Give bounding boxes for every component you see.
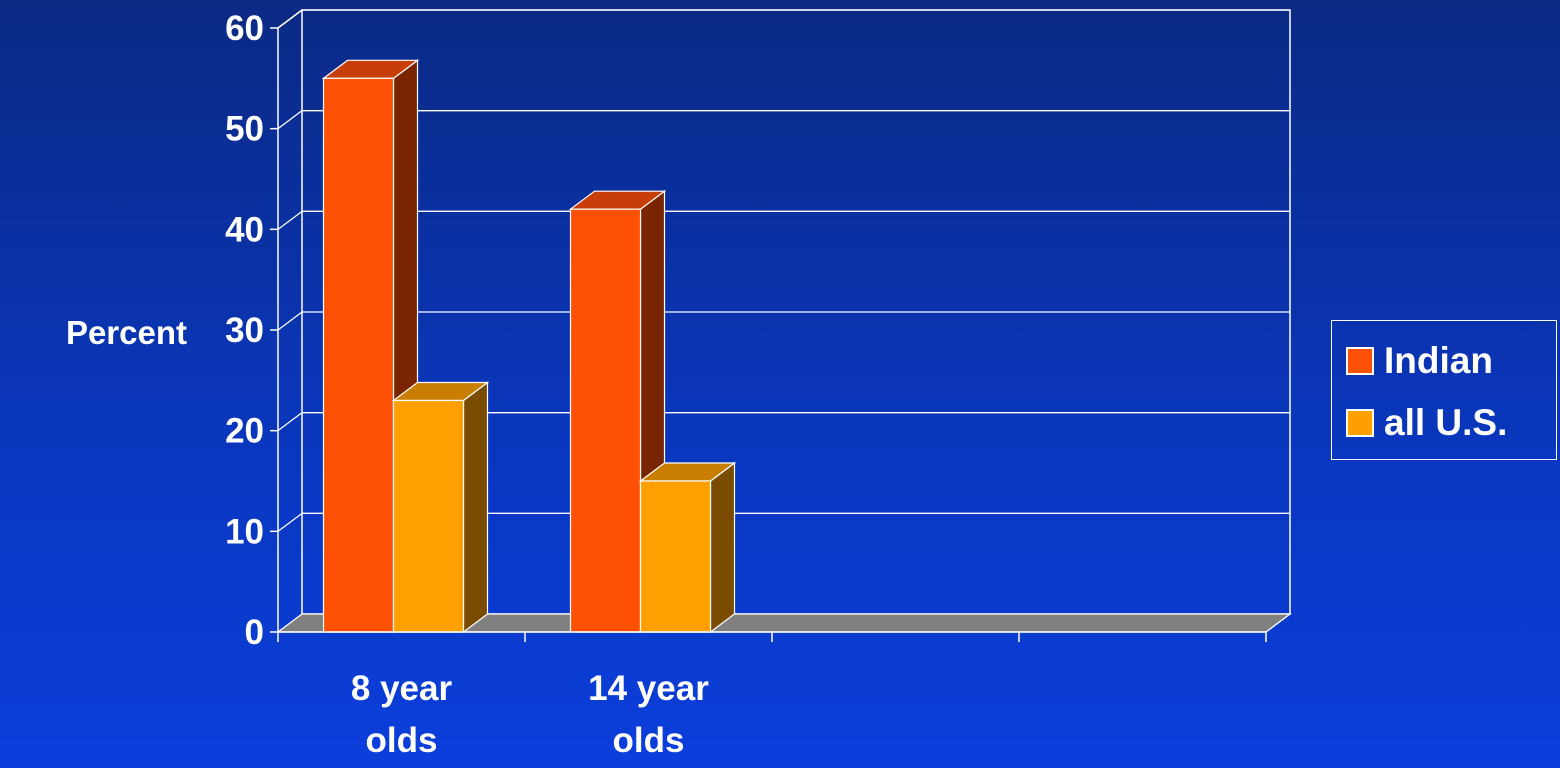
x-tick-label: olds bbox=[366, 721, 438, 760]
y-axis-label: Percent bbox=[66, 314, 187, 351]
legend-swatch-indian bbox=[1346, 347, 1374, 375]
bars bbox=[321, 59, 737, 634]
bar-side-face bbox=[709, 461, 736, 634]
x-tick-label: 14 year bbox=[588, 669, 709, 708]
y-tick-label: 10 bbox=[225, 512, 264, 551]
y-tick-label: 30 bbox=[225, 311, 264, 350]
y-tick-label: 0 bbox=[245, 613, 264, 652]
x-tick-label: 8 year bbox=[351, 669, 453, 708]
y-tick-label: 60 bbox=[225, 9, 264, 48]
y-tick-labels: 0 10 20 30 40 50 60 bbox=[225, 9, 264, 652]
bar-all-u-s--0 bbox=[391, 381, 490, 634]
x-tick-label: olds bbox=[613, 721, 685, 760]
legend-item-all-us: all U.S. bbox=[1346, 403, 1507, 443]
legend-label-all-us: all U.S. bbox=[1384, 402, 1508, 443]
bar-all-u-s--1 bbox=[638, 461, 737, 634]
y-tick-label: 40 bbox=[225, 210, 264, 249]
bar-front-face bbox=[392, 399, 465, 633]
axes bbox=[270, 27, 1267, 642]
y-tick-label: 20 bbox=[225, 412, 264, 451]
bar-front-face bbox=[569, 208, 642, 633]
gridline-side bbox=[277, 311, 303, 331]
legend-label-indian: Indian bbox=[1384, 340, 1493, 381]
x-tick-labels: 8 year olds 14 year olds bbox=[351, 669, 709, 760]
bar-front-face bbox=[639, 480, 712, 633]
y-tick-label: 50 bbox=[225, 110, 264, 149]
gridline-side bbox=[277, 9, 303, 29]
gridline-side bbox=[277, 110, 303, 130]
legend-item-indian: Indian bbox=[1346, 341, 1493, 381]
legend-swatch-all-us bbox=[1346, 409, 1374, 437]
gridline-side bbox=[277, 512, 303, 532]
gridline-side bbox=[277, 210, 303, 230]
bar-front-face bbox=[322, 77, 395, 633]
bar-side-face bbox=[462, 381, 489, 634]
gridline-side bbox=[277, 412, 303, 432]
chart-legend: Indian all U.S. bbox=[1331, 320, 1557, 460]
